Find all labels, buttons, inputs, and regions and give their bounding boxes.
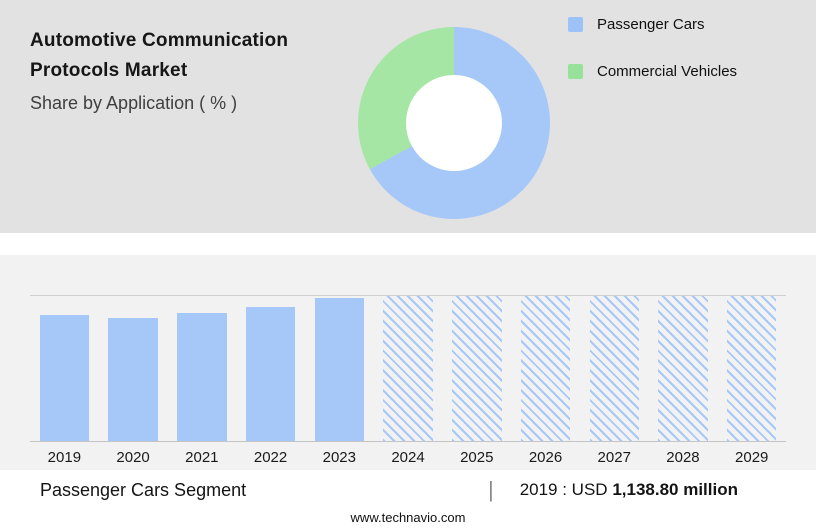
x-axis-label: 2022 <box>253 449 288 466</box>
share-chart-section: Automotive Communication Protocols Marke… <box>0 0 816 233</box>
bar-column <box>99 296 168 441</box>
segment-value-amount: 1,138.80 million <box>612 480 738 499</box>
bar-column <box>442 296 511 441</box>
bar-column <box>580 296 649 441</box>
x-axis-label: 2029 <box>735 449 769 466</box>
legend-item-commercial-vehicles: Commercial Vehicles <box>568 63 737 80</box>
bar-column <box>236 296 305 441</box>
chart-subtitle: Share by Application ( % ) <box>30 93 238 113</box>
forecast-bar <box>726 296 777 441</box>
website-footer: www.technavio.com <box>350 510 466 525</box>
x-axis-label: 2028 <box>666 449 700 466</box>
forecast-bar <box>383 296 433 441</box>
donut-hole <box>406 75 502 171</box>
forecast-bar <box>520 296 571 441</box>
bar-plot <box>30 295 786 442</box>
x-axis-label: 2020 <box>116 449 150 466</box>
x-axis-label: 2027 <box>597 449 631 466</box>
legend-swatch-blue <box>568 17 583 32</box>
donut-chart <box>358 27 550 219</box>
x-axis-label: 2021 <box>185 449 219 466</box>
segment-value: 2019 : USD 1,138.80 million <box>520 480 738 500</box>
bar-column <box>717 296 786 441</box>
x-axis-label: 2025 <box>460 449 494 466</box>
bar-column <box>305 296 374 441</box>
legend-swatch-green <box>568 64 583 79</box>
caption-separator: | <box>487 477 494 502</box>
bar-column <box>30 296 99 441</box>
bar-column <box>511 296 580 441</box>
history-bar <box>177 313 227 441</box>
legend-label: Passenger Cars <box>597 16 705 33</box>
bar-column <box>167 296 236 441</box>
page-title-line-1: Automotive Communication <box>30 30 289 51</box>
caption-row: Passenger Cars Segment | 2019 : USD 1,13… <box>0 470 816 510</box>
page-title-line-2: Protocols Market <box>30 60 188 81</box>
x-axis-label: 2019 <box>47 449 82 466</box>
bar-column <box>649 296 718 441</box>
heading-block: Automotive Communication Protocols Marke… <box>30 26 288 114</box>
segment-value-label: 2019 : USD <box>519 480 608 499</box>
forecast-bar <box>452 296 502 441</box>
trend-chart-section: 2019 2020 2021 2022 2023 2024 2025 2026 2027 2028… <box>0 255 816 470</box>
legend-label: Commercial Vehicles <box>597 63 738 80</box>
history-bar <box>314 298 365 441</box>
legend-item-passenger-cars: Passenger Cars <box>568 16 737 33</box>
forecast-bar <box>658 296 708 441</box>
bar-column <box>374 296 443 441</box>
history-bar <box>245 306 296 441</box>
bar-labels: 2019 2020 2021 2022 2023 2024 2025 2026 2027 2028… <box>30 449 786 466</box>
history-bar <box>39 314 90 441</box>
history-bar <box>108 317 158 441</box>
x-axis-label: 2024 <box>391 449 425 466</box>
x-axis-label: 2023 <box>322 449 356 466</box>
x-axis-label: 2026 <box>528 449 563 466</box>
forecast-bar <box>589 296 639 441</box>
section-divider <box>0 233 816 255</box>
segment-label: Passenger Cars Segment <box>40 479 247 500</box>
chart-legend: Passenger Cars Commercial Vehicles <box>568 16 737 110</box>
